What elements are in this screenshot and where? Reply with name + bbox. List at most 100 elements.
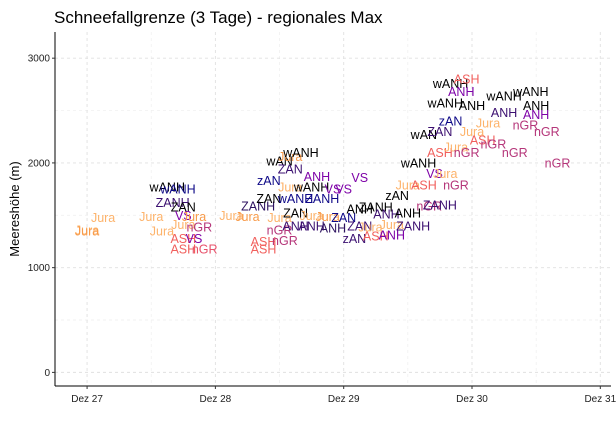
data-point-label: Jura: [171, 218, 195, 232]
data-point-label: ANH: [304, 170, 330, 184]
data-point-label: ASH: [411, 178, 437, 192]
y-axis-label: Meereshöhe (m): [7, 161, 22, 256]
data-point-label: ZANH: [423, 198, 457, 212]
data-point-label: Jura: [460, 125, 484, 139]
x-tick-label: Dez 29: [328, 394, 360, 405]
data-point-label: Jura: [358, 220, 382, 234]
data-point-label: ZAN: [171, 200, 196, 214]
data-point-label: nGR: [502, 146, 528, 160]
data-point-label: wANH: [159, 183, 195, 197]
data-point-label: wANH: [149, 181, 185, 195]
data-point-label: wAN: [410, 128, 437, 142]
x-tick-label: Dez 31: [584, 394, 616, 405]
data-point-label: ZANH: [305, 192, 339, 206]
data-point-label: Jura: [278, 150, 302, 164]
data-point-label: ANH: [298, 219, 324, 233]
data-point-label: ANH: [347, 203, 373, 217]
data-point-label: Jura: [150, 224, 174, 238]
data-point-label: ANH: [523, 99, 549, 113]
data-point-label: Jura: [235, 210, 259, 224]
data-point-label: nGR: [192, 242, 218, 256]
data-point-label: ASH: [251, 242, 277, 256]
data-point-label: wAN: [265, 154, 292, 168]
data-point-label: zAN: [439, 115, 463, 129]
data-point-label: Jura: [182, 210, 206, 224]
data-point-label: nGR: [454, 146, 480, 160]
data-point-label: VS: [325, 183, 342, 197]
x-tick-label: Dez 28: [200, 394, 232, 405]
data-point-label: ZAN: [283, 207, 308, 221]
data-point-label: wANH: [400, 156, 436, 170]
data-point-label: wANH: [432, 77, 468, 91]
data-point-label: Jura: [433, 167, 457, 181]
data-point-label: ASH: [363, 230, 389, 244]
data-point-label: ANH: [320, 221, 346, 235]
x-tick-label: Dez 27: [71, 394, 103, 405]
data-point-label: ANH: [448, 85, 474, 99]
data-point-label: VS: [186, 232, 203, 246]
y-tick-label: 1000: [28, 263, 51, 274]
data-point-label: ASH: [170, 232, 196, 246]
data-point-label: ASH: [251, 235, 277, 249]
data-point-label: ANH: [459, 99, 485, 113]
data-point-label: ASH: [170, 242, 196, 256]
data-point-label: ZANH: [359, 200, 393, 214]
data-point-label: Jura: [396, 178, 420, 192]
data-point-label: ZAN: [278, 163, 303, 177]
x-tick-label: Dez 30: [456, 394, 488, 405]
data-point-label: ZANH: [396, 219, 430, 233]
data-point-label: nGR: [534, 125, 560, 139]
data-point-label: nGR: [443, 178, 469, 192]
data-point-label: ANH: [523, 108, 549, 122]
data-point-label: wANH: [427, 97, 463, 111]
data-point-label: nGR: [416, 199, 442, 213]
data-point-label: ZAN: [427, 125, 452, 139]
data-point-label: ASH: [470, 133, 496, 147]
data-point-label: ANH: [282, 219, 308, 233]
data-point-label: ZAN: [347, 219, 372, 233]
data-point-label: VS: [335, 183, 352, 197]
data-point-label: VS: [175, 209, 192, 223]
y-tick-label: 3000: [28, 54, 51, 65]
data-point-label: Jura: [91, 211, 115, 225]
data-point-label: Jura: [267, 211, 291, 225]
gridlines: [55, 32, 611, 386]
data-point-label: ANH: [379, 229, 405, 243]
data-point-label: ANH: [491, 106, 517, 120]
data-point-label: ZANH: [241, 199, 275, 213]
chart-title: Schneefallgrenze (3 Tage) - regionales M…: [54, 8, 383, 27]
data-point-label: Jura: [75, 224, 99, 238]
data-point-label: wANH: [277, 192, 313, 206]
data-point-label: ANH: [395, 207, 421, 221]
data-point-label: nGR: [481, 138, 507, 152]
data-point-label: VS: [426, 167, 443, 181]
data-point-label: Jura: [75, 223, 99, 237]
data-point-label: Jura: [299, 209, 323, 223]
data-point-label: zAN: [257, 174, 281, 188]
data-point-label: wANH: [512, 85, 548, 99]
data-point-label: ASH: [427, 146, 453, 160]
data-point-label: ZAN: [256, 192, 281, 206]
data-point-label: zAN: [343, 232, 367, 246]
data-point-label: nGR: [186, 220, 212, 234]
data-point-label: Jura: [315, 210, 339, 224]
data-point-label: VS: [351, 171, 368, 185]
y-tick-label: 2000: [28, 158, 51, 169]
data-point-label: ANH: [373, 208, 399, 222]
data-point-label: Jura: [380, 218, 404, 232]
data-point-label: ZANH: [156, 196, 190, 210]
data-point-label: ASH: [454, 73, 480, 87]
y-tick-label: 0: [44, 368, 50, 379]
data-point-label: wANH: [282, 146, 318, 160]
data-point-label: wANH: [293, 181, 329, 195]
data-point-label: Jura: [139, 210, 163, 224]
data-point-label: nGR: [267, 223, 293, 237]
data-point-label: nGR: [272, 234, 298, 248]
x-axis-ticks: Dez 27 Dez 28 Dez 29 Dez 30 Dez 31: [71, 386, 616, 405]
data-point-label: Jura: [278, 181, 302, 195]
data-point-label: Jura: [444, 141, 468, 155]
data-point-label: nGR: [545, 156, 571, 170]
data-point-label: ZAN: [331, 211, 356, 225]
